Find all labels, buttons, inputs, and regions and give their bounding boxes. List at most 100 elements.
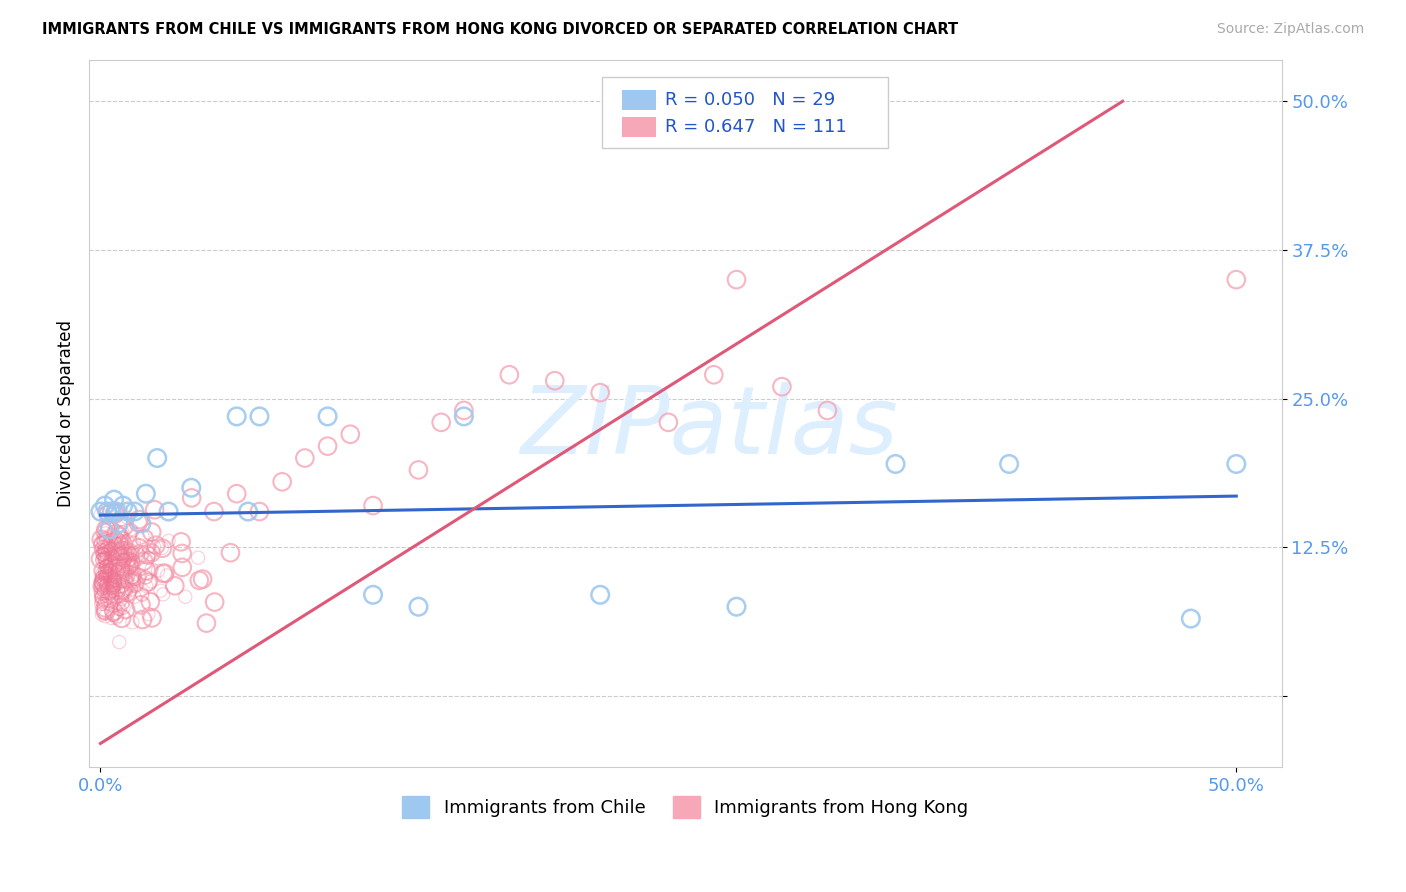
Point — [94, 569, 117, 583]
Point — [94, 551, 117, 566]
Point — [98, 560, 121, 574]
Point — [97, 538, 120, 552]
Point — [96, 559, 118, 574]
Point — [98, 569, 121, 583]
Point — [114, 556, 136, 570]
Point — [112, 572, 135, 586]
Point — [156, 568, 179, 582]
Point — [225, 409, 247, 424]
Point — [96, 580, 118, 594]
Point — [101, 581, 124, 595]
Point — [94, 570, 117, 584]
Point — [90, 578, 112, 592]
Point — [1225, 457, 1247, 471]
Point — [104, 578, 127, 592]
Point — [90, 542, 112, 557]
Point — [114, 586, 136, 600]
Point — [122, 554, 145, 568]
Point — [104, 574, 127, 588]
Point — [103, 583, 125, 598]
Point — [101, 593, 124, 607]
Point — [94, 526, 117, 541]
Point — [114, 602, 136, 616]
Point — [91, 547, 114, 561]
Point — [163, 579, 186, 593]
Point — [93, 606, 115, 620]
Point — [105, 609, 128, 624]
Legend: Immigrants from Chile, Immigrants from Hong Kong: Immigrants from Chile, Immigrants from H… — [395, 789, 976, 825]
Point — [93, 546, 115, 560]
Point — [90, 597, 112, 611]
Point — [110, 586, 132, 600]
Point — [93, 547, 115, 561]
Point — [111, 547, 134, 561]
Point — [316, 409, 339, 424]
Point — [112, 537, 135, 551]
Point — [104, 507, 127, 521]
Point — [101, 535, 124, 549]
Point — [105, 583, 128, 598]
Point — [98, 591, 121, 606]
Point — [108, 539, 131, 553]
Point — [91, 573, 114, 587]
Point — [121, 547, 143, 561]
Point — [103, 492, 125, 507]
Point — [149, 583, 172, 598]
Point — [408, 463, 430, 477]
Point — [703, 368, 725, 382]
Point — [107, 565, 129, 579]
Point — [90, 586, 112, 600]
Point — [135, 547, 157, 561]
Point — [187, 550, 209, 565]
Point — [146, 450, 169, 465]
Point — [103, 580, 125, 594]
Point — [108, 533, 131, 548]
Point — [94, 532, 117, 546]
Point — [118, 558, 141, 572]
Point — [111, 591, 134, 606]
FancyBboxPatch shape — [623, 117, 655, 136]
Point — [180, 481, 202, 495]
Point — [136, 574, 159, 589]
Point — [128, 547, 150, 561]
Point — [100, 568, 122, 582]
Point — [111, 578, 134, 592]
Point — [111, 525, 134, 540]
Point — [93, 580, 115, 594]
Point — [115, 585, 138, 599]
Point — [141, 546, 163, 560]
Point — [94, 555, 117, 569]
Point — [114, 569, 136, 583]
Point — [195, 616, 218, 631]
Point — [105, 566, 128, 581]
Text: Source: ZipAtlas.com: Source: ZipAtlas.com — [1216, 22, 1364, 37]
Point — [104, 563, 127, 577]
Point — [100, 571, 122, 585]
Point — [131, 516, 153, 531]
Point — [101, 558, 124, 573]
Point — [122, 546, 145, 560]
Point — [202, 504, 225, 518]
Point — [146, 564, 169, 578]
Point — [104, 559, 127, 574]
Point — [141, 611, 163, 625]
Point — [191, 572, 214, 586]
Point — [89, 504, 111, 518]
Point — [141, 524, 163, 539]
Point — [91, 552, 114, 566]
Point — [124, 590, 146, 604]
Point — [107, 545, 129, 559]
Point — [94, 559, 117, 574]
Point — [174, 590, 197, 604]
Point — [143, 540, 166, 554]
Point — [112, 532, 135, 546]
Point — [93, 587, 115, 601]
Y-axis label: Divorced or Separated: Divorced or Separated — [58, 320, 75, 507]
Point — [90, 536, 112, 550]
Point — [89, 551, 111, 566]
Point — [150, 541, 173, 555]
Point — [114, 553, 136, 567]
Point — [93, 543, 115, 558]
Point — [114, 543, 136, 558]
Point — [91, 541, 114, 555]
